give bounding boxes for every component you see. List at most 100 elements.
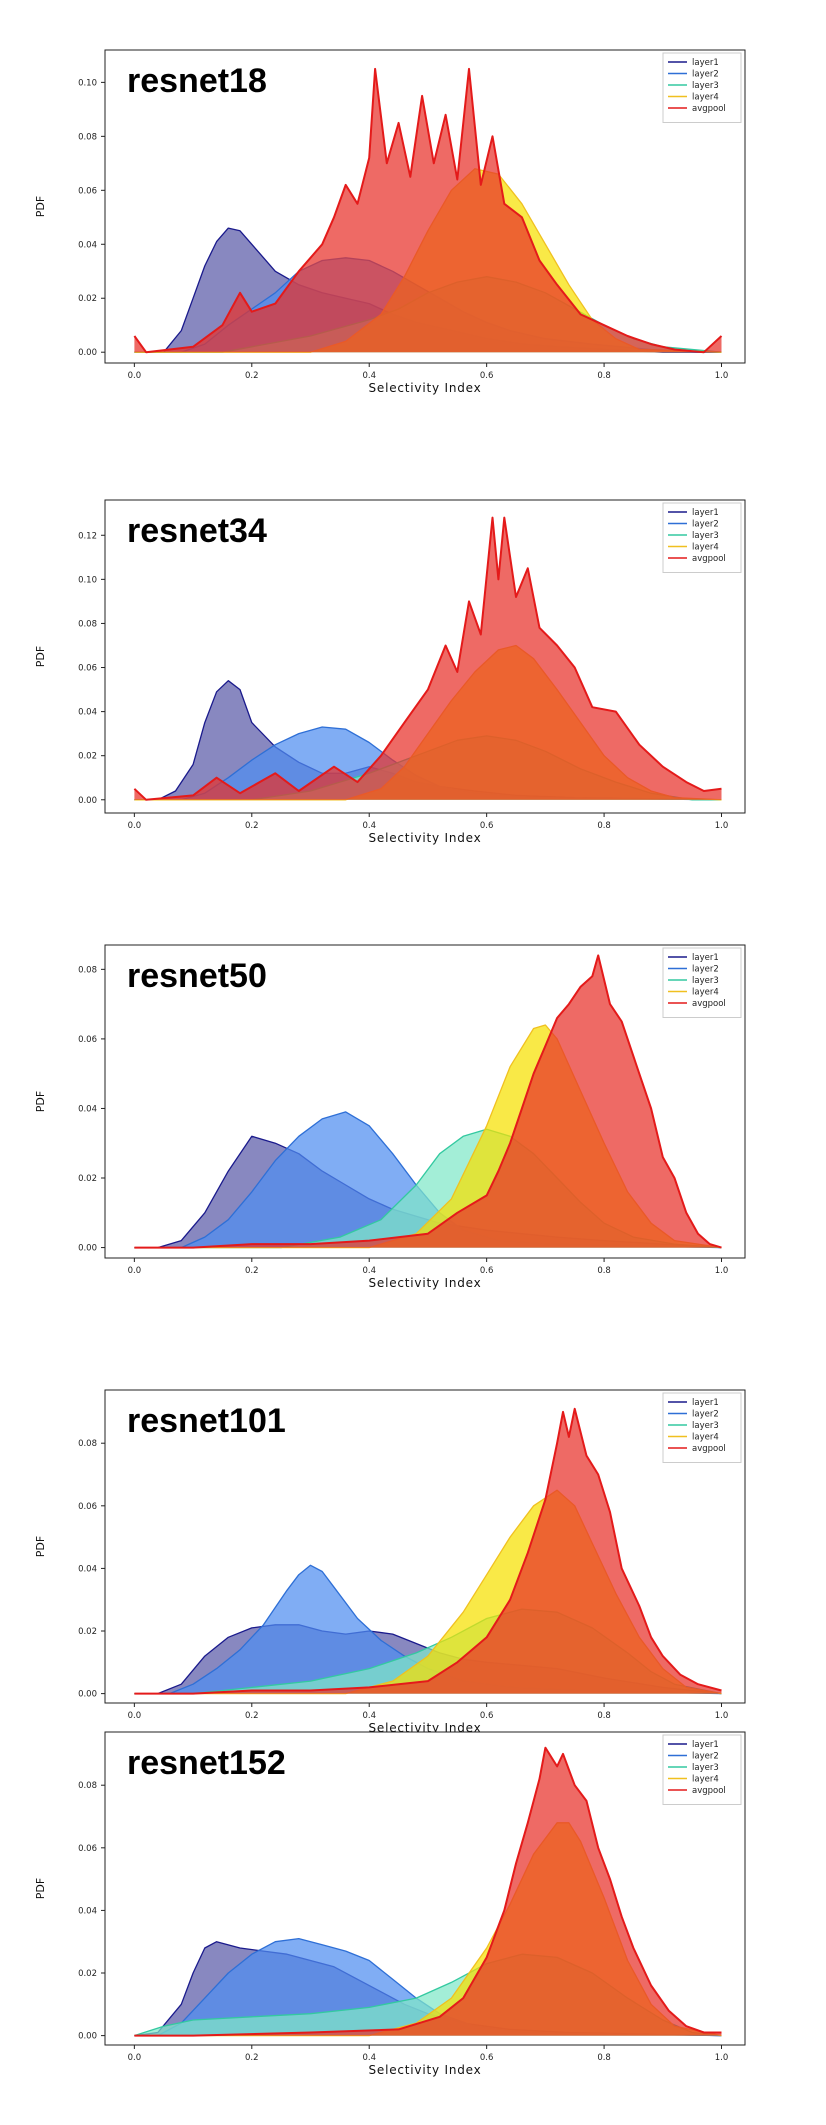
x-tick-label: 0.2 <box>245 1711 259 1721</box>
y-tick-label: 0.00 <box>78 348 97 358</box>
x-tick-label: 0.2 <box>245 371 259 381</box>
y-tick-label: 0.04 <box>78 240 97 250</box>
series-group <box>134 1746 722 2037</box>
x-tick-label: 0.2 <box>245 2053 259 2063</box>
legend-label-layer3: layer3 <box>692 1421 719 1431</box>
series-group <box>134 954 722 1249</box>
legend-label-layer4: layer4 <box>692 1775 719 1785</box>
x-tick-label: 0.8 <box>597 371 611 381</box>
x-tick-label: 0.2 <box>245 821 259 831</box>
series-area-avgpool <box>134 68 722 353</box>
series-area-avgpool <box>134 517 722 800</box>
x-tick-label: 1.0 <box>715 821 729 831</box>
x-tick-label: 0.8 <box>597 1711 611 1721</box>
y-tick-label: 0.12 <box>78 531 97 541</box>
legend-label-avgpool: avgpool <box>692 1444 726 1454</box>
y-tick-label: 0.08 <box>78 1781 97 1791</box>
y-tick-label: 0.00 <box>78 2032 97 2042</box>
legend-box <box>662 502 742 573</box>
chart-resnet18: 0.00 0.02 0.04 0.06 0.08 0.10 0.0 0.2 0.4 0.6 0.8 1… <box>34 49 746 395</box>
legend-label-layer1: layer1 <box>692 1740 719 1750</box>
legend-label-layer2: layer2 <box>692 965 719 975</box>
legend-label-layer4: layer4 <box>692 543 719 553</box>
series-line-avgpool <box>134 1407 722 1695</box>
chart-title: resnet34 <box>127 512 267 550</box>
series-group <box>133 516 722 801</box>
legend-label-layer2: layer2 <box>692 1752 719 1762</box>
legend-label-layer1: layer1 <box>692 58 719 68</box>
chart-panel-resnet152: 0.00 0.02 0.04 0.06 0.08 0.0 0.2 0.4 0.6 0.8 1.0 Se… <box>0 1700 826 2120</box>
y-tick-label: 0.02 <box>78 294 97 304</box>
series-area-avgpool <box>134 1408 722 1694</box>
chart-title: resnet18 <box>127 62 267 100</box>
x-tick-label: 1.0 <box>715 2053 729 2063</box>
legend-label-layer4: layer4 <box>692 93 719 103</box>
x-tick-label: 0.0 <box>128 2053 142 2063</box>
chart-resnet101: 0.000.020.040.060.080.0 0.2 0.4 0.6 0.8 1.0Se… <box>34 1389 746 1735</box>
y-tick-label: 0.00 <box>78 796 97 806</box>
legend-label-layer1: layer1 <box>692 953 719 963</box>
x-tick-label: 0.6 <box>480 2053 494 2063</box>
x-tick-label: 0.6 <box>480 1266 494 1276</box>
x-axis-label: Selectivity Index <box>368 1276 481 1290</box>
y-tick-label: 0.02 <box>78 752 97 762</box>
y-tick-label: 0.04 <box>78 1564 97 1574</box>
chart-panel-resnet101: 0.00 0.02 0.04 0.06 0.08 0.0 0.2 0.4 0.6 0.8 1.0 Se… <box>0 1358 826 1778</box>
y-tick-label: 0.02 <box>78 1174 97 1184</box>
legend-box <box>662 947 742 1018</box>
y-tick-label: 0.06 <box>78 186 97 196</box>
y-axis-label: PDF <box>34 1878 47 1899</box>
y-axis-label: PDF <box>34 1091 47 1112</box>
y-tick-label: 0.08 <box>78 1439 97 1449</box>
x-tick-label: 0.8 <box>597 1266 611 1276</box>
x-tick-label: 1.0 <box>715 371 729 381</box>
series-group <box>133 67 723 354</box>
x-tick-label: 0.4 <box>362 1711 376 1721</box>
series-area-avgpool <box>134 1747 722 2036</box>
y-tick-label: 0.04 <box>78 708 97 718</box>
y-tick-label: 0.02 <box>78 1969 97 1979</box>
x-axis-label: Selectivity Index <box>368 831 481 845</box>
legend-label-avgpool: avgpool <box>692 554 726 564</box>
y-tick-label: 0.06 <box>78 1502 97 1512</box>
y-tick-label: 0.08 <box>78 965 97 975</box>
x-tick-label: 0.8 <box>597 821 611 831</box>
legend-box <box>662 1392 742 1463</box>
legend-label-avgpool: avgpool <box>692 104 726 114</box>
legend-label-layer3: layer3 <box>692 81 719 91</box>
x-axis-label: Selectivity Index <box>368 381 481 395</box>
x-axis-label: Selectivity Index <box>368 2063 481 2077</box>
x-tick-label: 0.2 <box>245 1266 259 1276</box>
y-tick-label: 0.04 <box>78 1906 97 1916</box>
x-tick-label: 0.8 <box>597 2053 611 2063</box>
x-tick-label: 0.6 <box>480 371 494 381</box>
legend-label-layer1: layer1 <box>692 1398 719 1408</box>
x-tick-label: 0.4 <box>362 821 376 831</box>
x-tick-label: 0.4 <box>362 1266 376 1276</box>
chart-title: resnet152 <box>127 1744 286 1782</box>
x-tick-label: 0.0 <box>128 821 142 831</box>
y-axis-label: PDF <box>34 646 47 667</box>
legend-label-layer1: layer1 <box>692 508 719 518</box>
series-area-layer2 <box>134 1565 722 1694</box>
x-tick-label: 0.0 <box>128 1711 142 1721</box>
x-tick-label: 0.6 <box>480 821 494 831</box>
x-tick-label: 1.0 <box>715 1711 729 1721</box>
legend-box <box>662 1734 742 1805</box>
chart-resnet152: 0.00 0.02 0.04 0.06 0.08 0.0 0.2 0.4 0.6 0.8 1.0 Se… <box>34 1731 746 2077</box>
x-tick-label: 0.4 <box>362 371 376 381</box>
legend-label-layer4: layer4 <box>692 1433 719 1443</box>
x-tick-label: 0.0 <box>128 371 142 381</box>
series-line-avgpool <box>133 516 722 801</box>
legend-box <box>662 52 742 123</box>
legend-label-avgpool: avgpool <box>692 999 726 1009</box>
chart-resnet34: 0.00 0.02 0.04 0.06 0.08 0.10 0.12 0.0 0.2 0.4 0.6… <box>34 499 746 845</box>
y-tick-label: 0.08 <box>78 132 97 142</box>
legend-label-layer2: layer2 <box>692 520 719 530</box>
legend-label-layer3: layer3 <box>692 976 719 986</box>
x-tick-label: 0.0 <box>128 1266 142 1276</box>
x-tick-label: 0.4 <box>362 2053 376 2063</box>
chart-panel-resnet34: 0.00 0.02 0.04 0.06 0.08 0.10 0.12 0.0 0.2 0.4 0.6… <box>0 468 826 888</box>
legend-label-layer4: layer4 <box>692 988 719 998</box>
series-area-layer2 <box>134 1111 722 1248</box>
